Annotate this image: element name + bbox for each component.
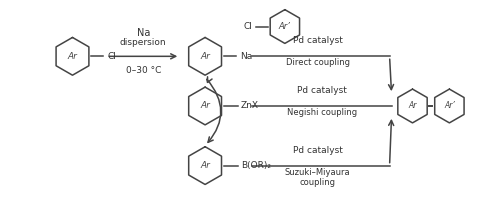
Text: Na: Na (240, 52, 252, 61)
Text: Pd catalyst: Pd catalyst (293, 146, 343, 155)
Text: Ar: Ar (408, 102, 417, 110)
Text: 0–30 °C: 0–30 °C (126, 66, 161, 75)
Text: B(OR)₂: B(OR)₂ (241, 161, 271, 170)
Text: Pd catalyst: Pd catalyst (297, 86, 347, 95)
Text: Ar: Ar (68, 52, 77, 61)
Text: Ar’: Ar’ (444, 102, 455, 110)
Text: Na: Na (137, 28, 150, 38)
Text: Negishi coupling: Negishi coupling (287, 108, 357, 117)
Text: Direct coupling: Direct coupling (286, 58, 350, 67)
Text: Cl: Cl (108, 52, 116, 61)
Text: Pd catalyst: Pd catalyst (293, 36, 343, 45)
Text: ZnX: ZnX (241, 102, 259, 110)
Text: Ar: Ar (200, 102, 210, 110)
Text: Suzuki–Miyaura
coupling: Suzuki–Miyaura coupling (285, 168, 350, 187)
Text: dispersion: dispersion (120, 38, 167, 47)
Text: Ar: Ar (200, 161, 210, 170)
Text: Ar’: Ar’ (279, 22, 291, 31)
Text: Ar: Ar (200, 52, 210, 61)
Text: Cl: Cl (243, 22, 252, 31)
